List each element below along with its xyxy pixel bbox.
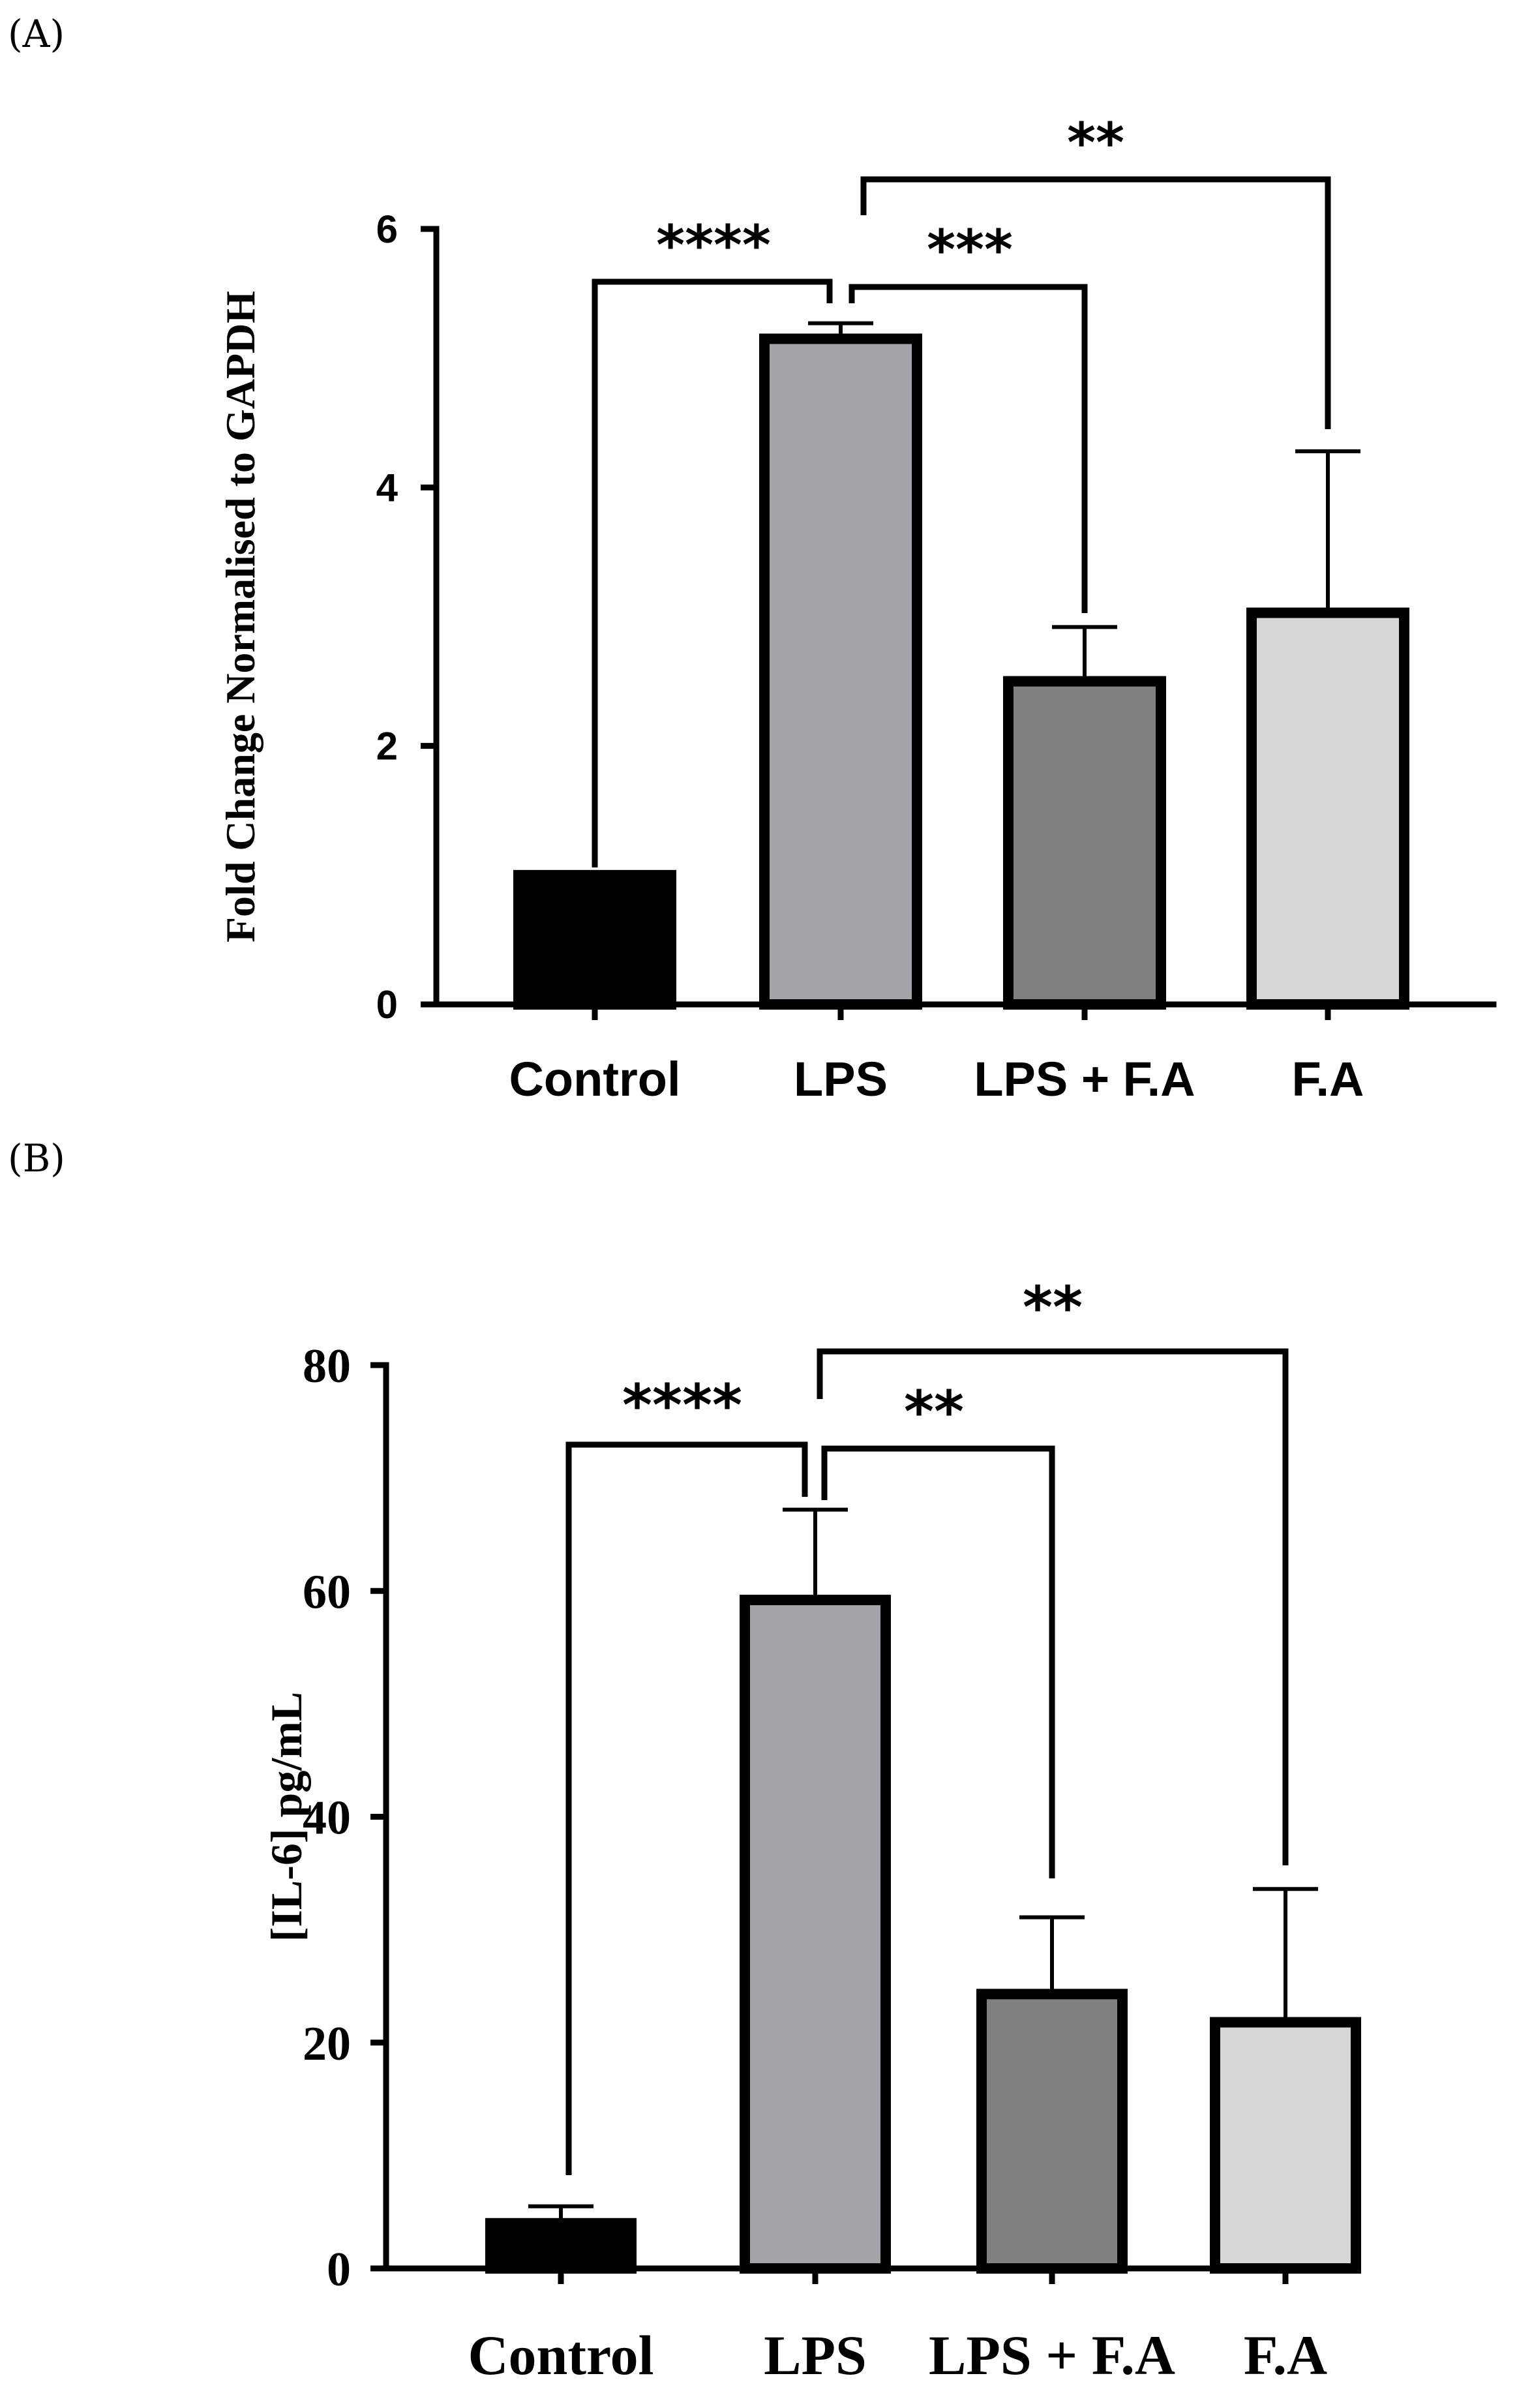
significance-label-b-2: ** <box>904 1378 964 1445</box>
category-label-b: Control <box>468 2324 653 2386</box>
category-label-b: F.A <box>1244 2324 1327 2386</box>
category-label-b: LPS + F.A <box>929 2324 1175 2386</box>
panel-b-label: (B) <box>8 1136 65 1181</box>
significance-label-a-3: ** <box>1067 111 1124 175</box>
bar-a-1 <box>513 869 676 1010</box>
significance-bracket-b-2 <box>821 1445 1055 1878</box>
category-label-a: F.A <box>1292 1052 1364 1106</box>
bar-b-3 <box>976 1989 1128 2274</box>
y-axis-title-b: [IL-6] pg/mL <box>262 1692 311 1942</box>
category-label-a: LPS <box>794 1052 888 1106</box>
y-tick-label-b: 0 <box>327 2243 351 2296</box>
y-axis-title-a: Fold Change Normalised to GAPDH <box>217 291 263 942</box>
y-tick-label-b: 60 <box>303 1565 351 1619</box>
y-tick-label-b: 20 <box>303 2017 351 2071</box>
significance-bracket-b-1 <box>565 1441 808 2175</box>
category-label-a: Control <box>509 1052 680 1106</box>
significance-label-b-1: **** <box>622 1372 742 1439</box>
y-tick-label-b: 40 <box>303 1792 351 1845</box>
y-tick-label-b: 80 <box>303 1340 351 1393</box>
panel-a-label: (A) <box>8 12 65 56</box>
bar-b-4 <box>1210 2017 1361 2274</box>
bar-b-1 <box>485 2218 637 2274</box>
significance-bracket-b-3 <box>817 1348 1289 1865</box>
category-label-a: LPS + F.A <box>974 1052 1195 1106</box>
y-tick-label-a: 0 <box>376 983 398 1027</box>
y-tick-label-a: 2 <box>376 725 398 768</box>
bar-a-3 <box>1003 676 1166 1010</box>
significance-bracket-a-1 <box>592 278 833 867</box>
category-label-b: LPS <box>764 2324 867 2386</box>
significance-label-a-2: *** <box>927 218 1013 282</box>
significance-label-a-1: **** <box>656 213 771 277</box>
significance-label-b-3: ** <box>1023 1274 1083 1341</box>
bar-a-2 <box>759 333 922 1010</box>
bar-a-4 <box>1246 607 1409 1010</box>
bar-b-2 <box>740 1595 891 2274</box>
significance-bracket-a-3 <box>860 176 1331 429</box>
y-tick-label-a: 4 <box>376 466 398 509</box>
y-tick-label-a: 6 <box>376 207 398 251</box>
significance-bracket-a-2 <box>849 284 1088 613</box>
